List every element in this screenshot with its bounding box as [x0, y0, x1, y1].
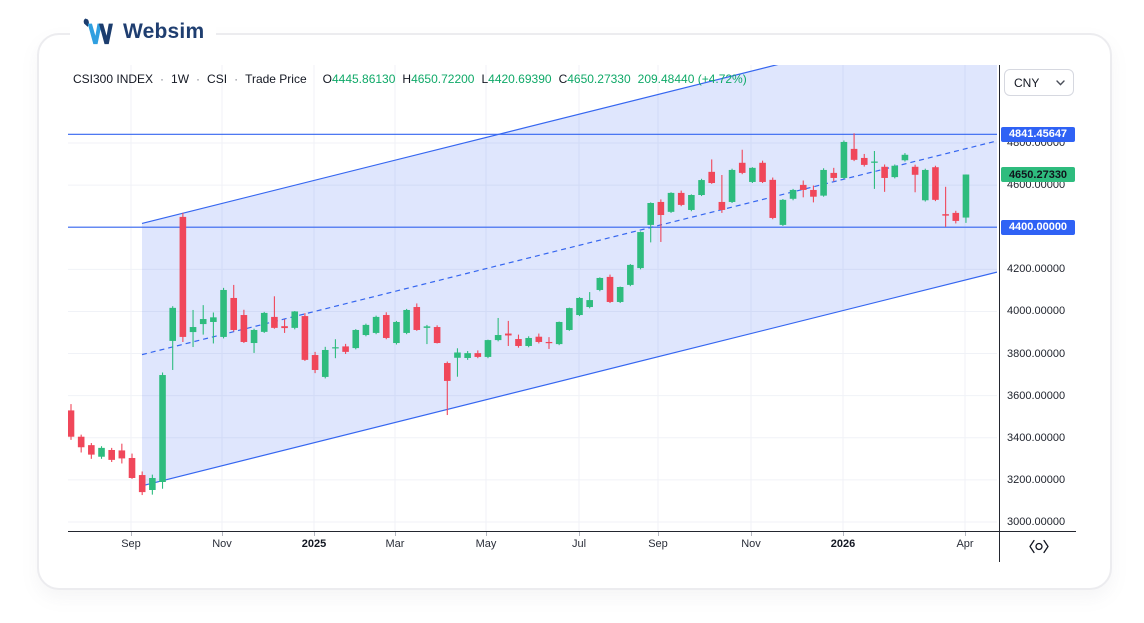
time-tick: [314, 532, 315, 536]
price-tick-label: 4200.00000: [1007, 263, 1066, 276]
time-tick: [751, 532, 752, 536]
ohlc-open: O4445.86130: [322, 72, 396, 86]
time-tick-label: Mar: [385, 538, 405, 550]
currency-dropdown[interactable]: CNY: [1004, 69, 1074, 96]
change-value: 209.48440 (+4.72%): [637, 72, 747, 86]
time-tick-label: Nov: [212, 538, 232, 550]
price-tick-label: 3200.00000: [1007, 473, 1066, 486]
price-scale[interactable]: 4800.000004600.000004400.000004200.00000…: [1000, 65, 1080, 531]
time-axis[interactable]: Sep Nov 2025 Mar May Jul Sep Nov 2026 Apr: [68, 532, 1076, 560]
websim-w-icon: [83, 18, 113, 45]
time-tick: [131, 532, 132, 536]
time-tick: [395, 532, 396, 536]
price-tick-label: 3400.00000: [1007, 431, 1066, 444]
price-tick-label: 3600.00000: [1007, 389, 1066, 402]
time-tick-label: 2025: [301, 538, 327, 550]
ohlc-high: H4650.72200: [402, 72, 475, 86]
ohlc-close: C4650.27330: [558, 72, 631, 86]
ohlc-low: L4420.69390: [481, 72, 552, 86]
brand-name: Websim: [123, 20, 205, 43]
time-tick: [222, 532, 223, 536]
time-tick: [486, 532, 487, 536]
price-tick-label: 4600.00000: [1007, 179, 1066, 192]
time-tick-label: May: [475, 538, 497, 550]
time-tick-label: Sep: [121, 538, 141, 550]
series-type-label: Trade Price: [245, 72, 307, 86]
currency-value: CNY: [1014, 75, 1040, 90]
time-tick: [965, 532, 966, 536]
time-tick-label: Nov: [741, 538, 761, 550]
brand-logo[interactable]: Websim: [70, 12, 217, 52]
scale-settings-icon[interactable]: [1028, 539, 1050, 554]
last-price-label: 4650.27330: [1001, 167, 1075, 183]
symbol-title[interactable]: CSI300 INDEX: [73, 72, 154, 86]
price-line-label: 4841.45647: [1001, 126, 1075, 142]
time-tick-label: Jul: [571, 538, 587, 550]
separator: ·: [160, 72, 165, 86]
symbol-info: CSI300 INDEX · 1W · CSI · Trade Price O4…: [73, 72, 747, 88]
time-tick: [579, 532, 580, 536]
interval-label: 1W: [171, 72, 190, 86]
time-tick: [658, 532, 659, 536]
candlestick-chart[interactable]: [68, 65, 997, 531]
time-tick-label: Sep: [648, 538, 668, 550]
separator: ·: [234, 72, 239, 86]
price-tick-label: 3800.00000: [1007, 347, 1066, 360]
time-tick-label: Apr: [956, 538, 974, 550]
time-tick-label: 2026: [830, 538, 856, 550]
price-scale-separator: [999, 65, 1000, 562]
time-axis-separator: [68, 531, 1076, 532]
price-tick-label: 3000.00000: [1007, 516, 1066, 528]
time-tick: [843, 532, 844, 536]
exchange-label: CSI: [207, 72, 228, 86]
separator: ·: [196, 72, 201, 86]
price-tick-label: 4000.00000: [1007, 305, 1066, 318]
chevron-down-icon: [1056, 79, 1065, 86]
price-line-label: 4400.00000: [1001, 219, 1075, 235]
